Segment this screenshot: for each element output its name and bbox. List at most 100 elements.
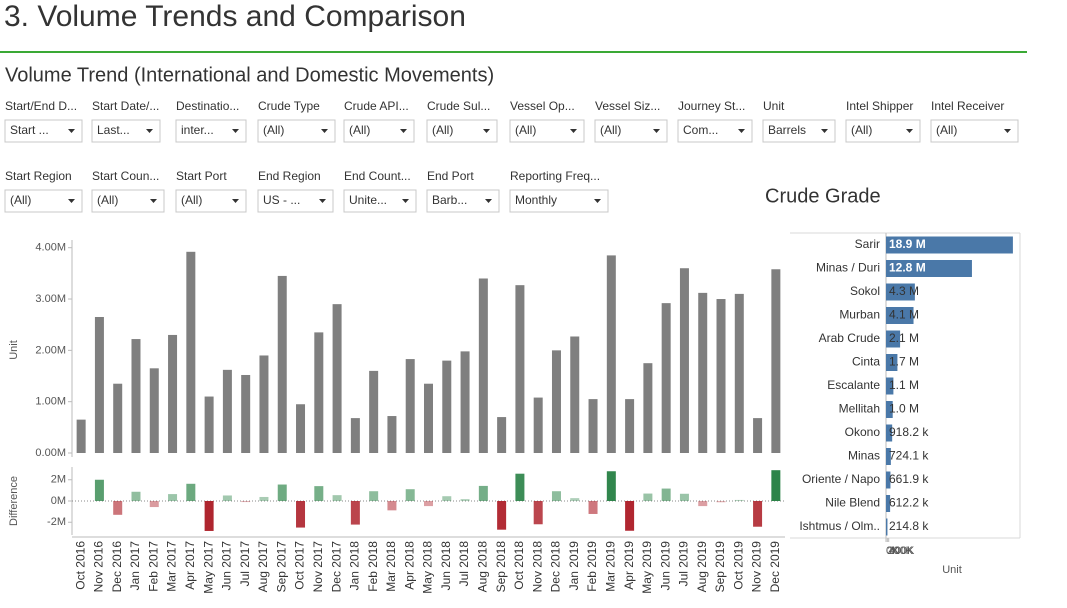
filter-label: Journey St... — [678, 99, 745, 113]
dropdown-value[interactable]: (All) — [349, 123, 370, 137]
bar — [588, 399, 598, 453]
bar — [277, 275, 287, 453]
dropdown-box[interactable] — [509, 119, 585, 143]
dropdown-value[interactable]: Barb... — [432, 193, 467, 207]
dropdown-box[interactable] — [257, 189, 334, 213]
dropdown-arrow[interactable] — [653, 129, 660, 133]
dropdown[interactable]: (All) — [91, 189, 165, 213]
dropdown-arrow[interactable] — [319, 199, 326, 203]
value-label: 4.1 M — [889, 308, 919, 322]
dropdown-value[interactable]: (All) — [432, 123, 453, 137]
dropdown[interactable]: Barrels — [762, 119, 836, 143]
dropdown-value[interactable]: US - ... — [263, 193, 300, 207]
dropdown-arrow[interactable] — [570, 129, 577, 133]
difference-bar — [698, 501, 708, 507]
dropdown-arrow[interactable] — [906, 129, 913, 133]
filter-label: End Count... — [344, 169, 411, 183]
dropdown-box[interactable] — [762, 119, 836, 143]
difference-bar — [478, 485, 488, 501]
dropdown-arrow[interactable] — [402, 199, 409, 203]
dropdown[interactable]: (All) — [426, 119, 498, 143]
dropdown-value[interactable]: Barrels — [768, 123, 806, 137]
dropdown-value[interactable]: (All) — [515, 123, 536, 137]
dropdown-box[interactable] — [175, 189, 247, 213]
dropdown-arrow[interactable] — [738, 129, 745, 133]
dropdown[interactable]: Com... — [677, 119, 753, 143]
value-label: 918.2 k — [889, 425, 929, 439]
dropdown-arrow[interactable] — [68, 199, 75, 203]
category-label: Cinta — [852, 355, 880, 369]
bar — [296, 404, 306, 453]
bar — [460, 351, 470, 453]
dropdown-value[interactable]: (All) — [181, 193, 202, 207]
dropdown-box[interactable] — [4, 189, 83, 213]
difference-bar — [405, 489, 415, 501]
x-tick-label: May 2019 — [640, 541, 654, 594]
difference-bar — [643, 493, 653, 501]
dropdown-arrow[interactable] — [232, 199, 239, 203]
dropdown[interactable]: (All) — [343, 119, 415, 143]
dropdown-value[interactable]: (All) — [10, 193, 31, 207]
category-label: Escalante — [827, 378, 880, 392]
dropdown-value[interactable]: (All) — [97, 193, 118, 207]
dropdown[interactable]: (All) — [509, 119, 585, 143]
dropdown-box[interactable] — [91, 119, 161, 143]
dropdown-box[interactable] — [343, 119, 415, 143]
dropdown[interactable]: Start ... — [4, 119, 83, 143]
dropdown-arrow[interactable] — [68, 129, 75, 133]
dropdown-value[interactable]: (All) — [263, 123, 284, 137]
dropdown[interactable]: (All) — [4, 189, 83, 213]
dropdown-value[interactable]: inter... — [181, 123, 214, 137]
dropdown[interactable]: inter... — [175, 119, 247, 143]
dropdown-value[interactable]: Last... — [97, 123, 130, 137]
dropdown-arrow[interactable] — [321, 129, 328, 133]
dropdown-value[interactable]: Com... — [683, 123, 718, 137]
bar — [168, 334, 178, 453]
dropdown[interactable]: Last... — [91, 119, 161, 143]
dropdown-arrow[interactable] — [1004, 129, 1011, 133]
difference-bar — [442, 496, 452, 501]
dropdown-value[interactable]: (All) — [936, 123, 957, 137]
dropdown-arrow[interactable] — [594, 199, 601, 203]
dropdown-box[interactable] — [426, 119, 498, 143]
dropdown-arrow[interactable] — [483, 129, 490, 133]
dropdown-arrow[interactable] — [400, 129, 407, 133]
dropdown[interactable]: Unite... — [343, 189, 417, 213]
dropdown-box[interactable] — [175, 119, 247, 143]
dropdown[interactable]: (All) — [594, 119, 668, 143]
dropdown-box[interactable] — [509, 189, 609, 213]
dropdown-arrow[interactable] — [232, 129, 239, 133]
dropdown[interactable]: Barb... — [426, 189, 500, 213]
dropdown-box[interactable] — [677, 119, 753, 143]
x-tick-label: Apr 2017 — [183, 541, 197, 590]
dropdown[interactable]: (All) — [845, 119, 921, 143]
dropdown[interactable]: Monthly — [509, 189, 609, 213]
dropdown[interactable]: (All) — [257, 119, 336, 143]
difference-bar — [131, 491, 141, 501]
dropdown-box[interactable] — [930, 119, 1019, 143]
dropdown-value[interactable]: Start ... — [10, 123, 49, 137]
dropdown-value[interactable]: (All) — [851, 123, 872, 137]
difference-bar — [204, 501, 214, 531]
dropdown-arrow[interactable] — [150, 199, 157, 203]
bar — [369, 370, 379, 453]
dropdown-value[interactable]: Unite... — [349, 193, 387, 207]
dropdown-box[interactable] — [845, 119, 921, 143]
dropdown-arrow[interactable] — [146, 129, 153, 133]
dropdown[interactable]: (All) — [930, 119, 1019, 143]
dropdown-arrow[interactable] — [485, 199, 492, 203]
dropdown[interactable]: (All) — [175, 189, 247, 213]
dropdown-value[interactable]: Monthly — [515, 193, 557, 207]
dropdown-box[interactable] — [257, 119, 336, 143]
dropdown-value[interactable]: (All) — [600, 123, 621, 137]
x-tick-label: Sep 2017 — [274, 541, 288, 593]
dropdown-box[interactable] — [4, 119, 83, 143]
x-tick-label: Oct 2016 — [73, 541, 87, 590]
dropdown-box[interactable] — [343, 189, 417, 213]
dropdown-box[interactable] — [426, 189, 500, 213]
dropdown-box[interactable] — [91, 189, 165, 213]
dropdown[interactable]: US - ... — [257, 189, 334, 213]
dropdown-arrow[interactable] — [821, 129, 828, 133]
dropdown-box[interactable] — [594, 119, 668, 143]
y-tick-label: 2M — [51, 474, 66, 486]
